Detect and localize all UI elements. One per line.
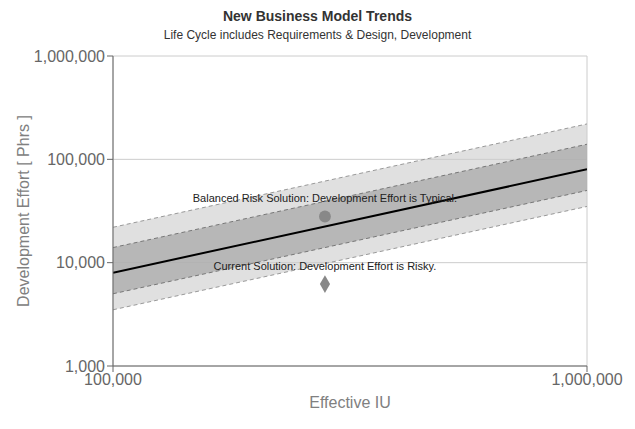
svg-text:Development Effort [ Phrs ]: Development Effort [ Phrs ] xyxy=(15,115,32,307)
svg-text:1,000: 1,000 xyxy=(65,358,105,375)
svg-text:1,000,000: 1,000,000 xyxy=(551,371,622,388)
svg-text:Balanced Risk Solution: Develo: Balanced Risk Solution: Development Effo… xyxy=(193,192,457,204)
svg-text:1,000,000: 1,000,000 xyxy=(34,48,105,65)
svg-text:Current Solution: Development: Current Solution: Development Effort is … xyxy=(214,260,437,272)
html-text:New Business Model Trends: New Business Model Trends xyxy=(223,8,412,24)
svg-text:100,000: 100,000 xyxy=(47,151,105,168)
svg-text:Effective IU: Effective IU xyxy=(309,394,391,411)
svg-text:100,000: 100,000 xyxy=(84,371,142,389)
html-text:Life Cycle includes Requiremen: Life Cycle includes Requirements & Desig… xyxy=(163,28,472,42)
svg-text:10,000: 10,000 xyxy=(56,254,105,271)
